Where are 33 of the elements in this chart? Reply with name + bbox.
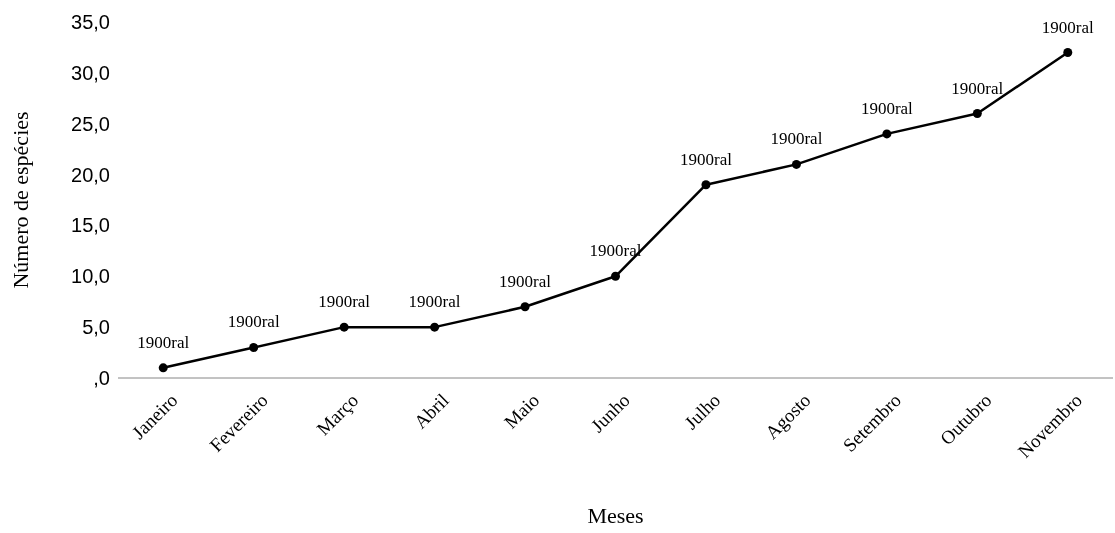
y-tick-label: 10,0 bbox=[71, 265, 110, 288]
annotation: 1900ral bbox=[1041, 17, 1095, 37]
annotation: 1900ral bbox=[408, 292, 461, 312]
point bbox=[882, 129, 892, 139]
point bbox=[520, 302, 530, 312]
y-tick-label: 5,0 bbox=[82, 316, 110, 339]
y-tick-label: 35,0 bbox=[71, 11, 110, 33]
point bbox=[430, 322, 440, 332]
annotation: 1900ral bbox=[137, 332, 190, 352]
annotation: 1900ral bbox=[951, 78, 1004, 98]
y-axis-title: Número de espécies bbox=[8, 111, 33, 289]
y-tick-label: 30,0 bbox=[71, 61, 110, 84]
annotation: 1900ral bbox=[679, 149, 733, 169]
point bbox=[339, 322, 349, 332]
y-tick-label: ,0 bbox=[93, 367, 110, 389]
annotation: 1900ral bbox=[499, 271, 552, 291]
annotation: 1900ral bbox=[860, 98, 914, 118]
x-tick-label: Maio bbox=[500, 389, 544, 433]
point bbox=[791, 159, 801, 169]
y-tick-label: 15,0 bbox=[71, 214, 110, 237]
annotation: 1900ral bbox=[318, 292, 371, 312]
y-tick-label: 25,0 bbox=[71, 112, 110, 135]
annotation: 1900ral bbox=[227, 312, 280, 332]
annotation: 1900ral bbox=[770, 129, 823, 149]
x-axis-title: Meses bbox=[587, 503, 644, 528]
point bbox=[701, 180, 711, 190]
point bbox=[611, 271, 620, 281]
y-tick-label: 20,0 bbox=[71, 163, 110, 186]
annotation: 1900ral bbox=[589, 241, 642, 261]
point bbox=[249, 342, 259, 352]
point bbox=[1063, 48, 1073, 58]
point bbox=[972, 109, 982, 119]
point bbox=[158, 363, 168, 373]
